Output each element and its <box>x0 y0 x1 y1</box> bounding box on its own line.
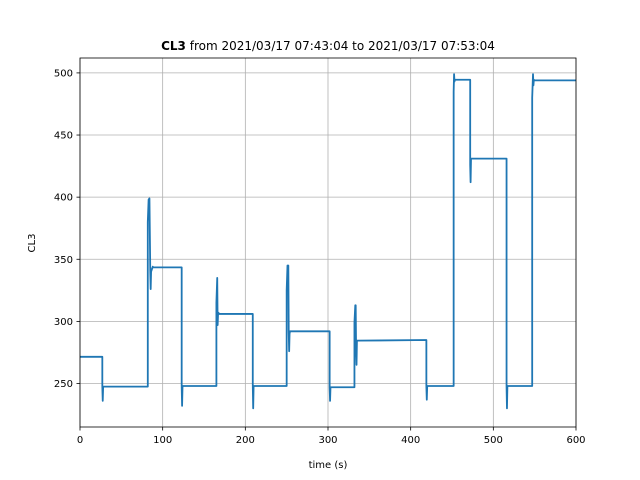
x-tick-label: 500 <box>484 435 503 446</box>
x-tick-label: 200 <box>236 435 255 446</box>
x-axis-label: time (s) <box>309 460 348 471</box>
y-tick-label: 250 <box>54 379 73 390</box>
y-tick-label: 350 <box>54 255 73 266</box>
chart-title-bold: CL3 <box>161 39 186 53</box>
y-axis: 250 300 350 400 450 500 <box>54 68 80 390</box>
series-line <box>80 73 576 410</box>
x-tick-label: 400 <box>401 435 420 446</box>
x-tick-label: 0 <box>77 435 83 446</box>
x-axis: 0 100 200 300 400 500 600 <box>77 427 586 446</box>
x-tick-label: 100 <box>153 435 172 446</box>
grid-lines <box>79 58 577 427</box>
plot-area <box>80 73 576 410</box>
chart-title-rest: from 2021/03/17 07:43:04 to 2021/03/17 0… <box>186 39 495 53</box>
chart-title: CL3 from 2021/03/17 07:43:04 to 2021/03/… <box>161 39 495 53</box>
y-tick-label: 300 <box>54 317 73 328</box>
x-tick-label: 600 <box>566 435 585 446</box>
y-tick-label: 500 <box>54 68 73 79</box>
y-tick-label: 400 <box>54 193 73 204</box>
x-tick-label: 300 <box>318 435 337 446</box>
y-axis-label: CL3 <box>27 234 38 253</box>
y-tick-label: 450 <box>54 131 73 142</box>
